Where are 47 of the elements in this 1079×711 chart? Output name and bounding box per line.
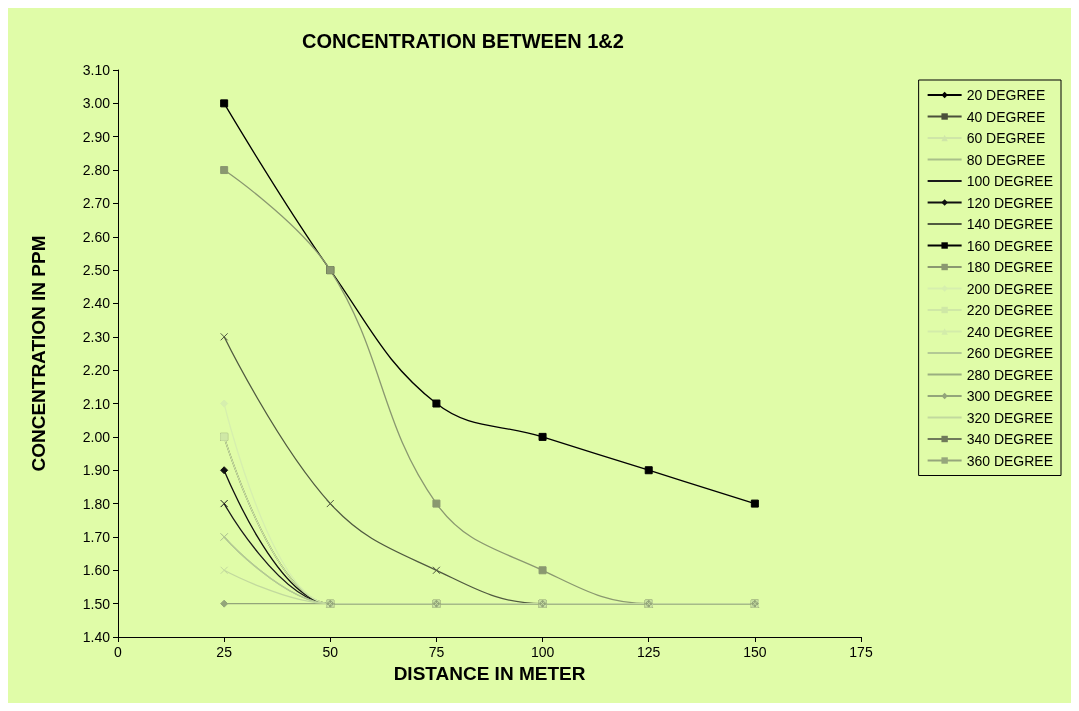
y-tick-label: 1.40: [82, 629, 111, 645]
x-tick-label: 125: [637, 644, 661, 660]
y-tick-label: 2.80: [82, 162, 111, 179]
y-tick-label: 2.10: [82, 395, 111, 412]
y-axis-title: CONCENTRATION IN PPM: [28, 235, 49, 472]
x-tick-label: 50: [322, 644, 339, 660]
legend-label: 220 DEGREE: [966, 302, 1053, 318]
y-tick-label: 1.50: [82, 595, 111, 612]
legend-label: 160 DEGREE: [966, 237, 1053, 254]
y-tick-label: 1.60: [82, 562, 111, 579]
y-tick-label: 2.00: [82, 428, 111, 445]
legend-label: 140 DEGREE: [966, 216, 1053, 232]
y-tick-label: 2.90: [82, 128, 111, 145]
x-tick-label: 75: [428, 644, 445, 660]
chart-title: CONCENTRATION BETWEEN 1&2: [302, 30, 624, 52]
legend-label: 280 DEGREE: [966, 366, 1053, 383]
legend-label: 240 DEGREE: [966, 323, 1053, 340]
legend-label: 260 DEGREE: [966, 345, 1053, 361]
x-tick-label: 0: [114, 644, 123, 660]
y-tick-label: 2.50: [82, 262, 111, 279]
legend-label: 100 DEGREE: [966, 173, 1053, 189]
legend-label: 340 DEGREE: [966, 431, 1053, 447]
y-tick-label: 2.70: [82, 195, 111, 212]
x-tick-label: 100: [530, 644, 555, 660]
legend-label: 360 DEGREE: [966, 452, 1053, 469]
x-tick-label: 25: [216, 644, 233, 660]
legend-label: 20 DEGREE: [966, 87, 1046, 103]
y-tick-label: 3.00: [82, 95, 111, 112]
legend-label: 200 DEGREE: [966, 280, 1053, 297]
x-tick-label: 150: [743, 644, 767, 660]
x-axis-title: DISTANCE IN METER: [393, 662, 586, 684]
y-tick-label: 1.70: [82, 528, 111, 545]
legend-label: 40 DEGREE: [966, 108, 1046, 125]
legend-label: 180 DEGREE: [966, 259, 1053, 275]
legend-label: 320 DEGREE: [966, 409, 1053, 426]
y-tick-label: 1.90: [82, 462, 111, 479]
y-tick-label: 2.20: [82, 362, 111, 379]
y-tick-label: 2.30: [82, 328, 111, 345]
x-tick-label: 175: [849, 644, 873, 660]
y-tick-label: 1.80: [82, 495, 111, 512]
legend-label: 120 DEGREE: [966, 194, 1053, 211]
legend-label: 60 DEGREE: [966, 130, 1046, 146]
legend-label: 300 DEGREE: [966, 388, 1053, 404]
y-tick-label: 2.60: [82, 228, 111, 245]
y-tick-label: 3.10: [82, 62, 111, 78]
y-tick-label: 2.40: [82, 295, 111, 312]
legend-label: 80 DEGREE: [966, 151, 1046, 168]
